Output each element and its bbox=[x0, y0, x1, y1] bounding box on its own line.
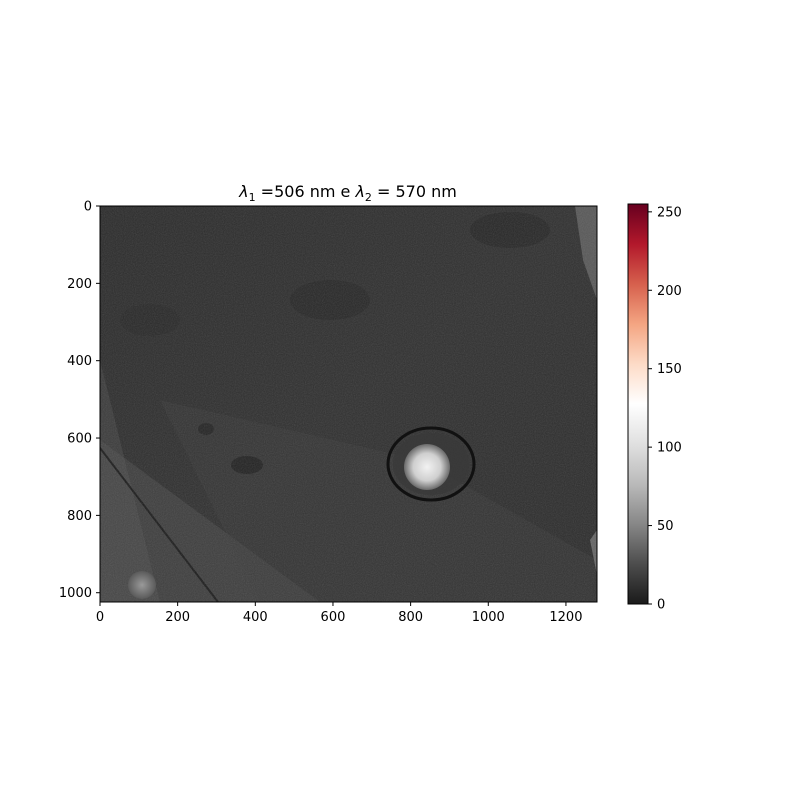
x-tick-label: 0 bbox=[96, 610, 104, 625]
colorbar-tick-label: 0 bbox=[657, 598, 665, 613]
y-tick-label: 200 bbox=[67, 277, 92, 292]
x-tick-label: 1000 bbox=[472, 610, 505, 625]
colorbar-tick-label: 200 bbox=[657, 284, 682, 299]
colorbar-tick-label: 250 bbox=[657, 205, 682, 220]
y-tick-label: 600 bbox=[67, 432, 92, 447]
colorbar bbox=[627, 203, 649, 605]
x-tick-label: 1200 bbox=[549, 610, 582, 625]
x-tick-label: 600 bbox=[321, 610, 346, 625]
y-axis: 0 200 400 600 800 1000 bbox=[59, 200, 100, 601]
plot-frame bbox=[99, 205, 598, 603]
bright-spot bbox=[404, 444, 450, 490]
y-tick-label: 400 bbox=[67, 354, 92, 369]
x-tick-label: 400 bbox=[243, 610, 268, 625]
y-tick-label: 0 bbox=[84, 200, 92, 215]
colorbar-tick-label: 150 bbox=[657, 362, 682, 377]
y-tick-label: 800 bbox=[67, 509, 92, 524]
y-tick-label: 1000 bbox=[59, 586, 92, 601]
colorbar-tick-label: 50 bbox=[657, 519, 674, 534]
chart-title: λ1 =506 nm e λ2 = 570 nm bbox=[238, 182, 457, 204]
lower-left-spot bbox=[128, 571, 156, 599]
x-tick-label: 800 bbox=[398, 610, 423, 625]
x-tick-label: 200 bbox=[165, 610, 190, 625]
colorbar-axis: 0 50 100 150 200 250 bbox=[648, 205, 682, 613]
spot-ring bbox=[386, 426, 476, 502]
colorbar-tick-label: 100 bbox=[657, 441, 682, 456]
heatmap-image bbox=[100, 206, 597, 602]
x-axis: 0 200 400 600 800 1000 1200 bbox=[96, 602, 582, 625]
